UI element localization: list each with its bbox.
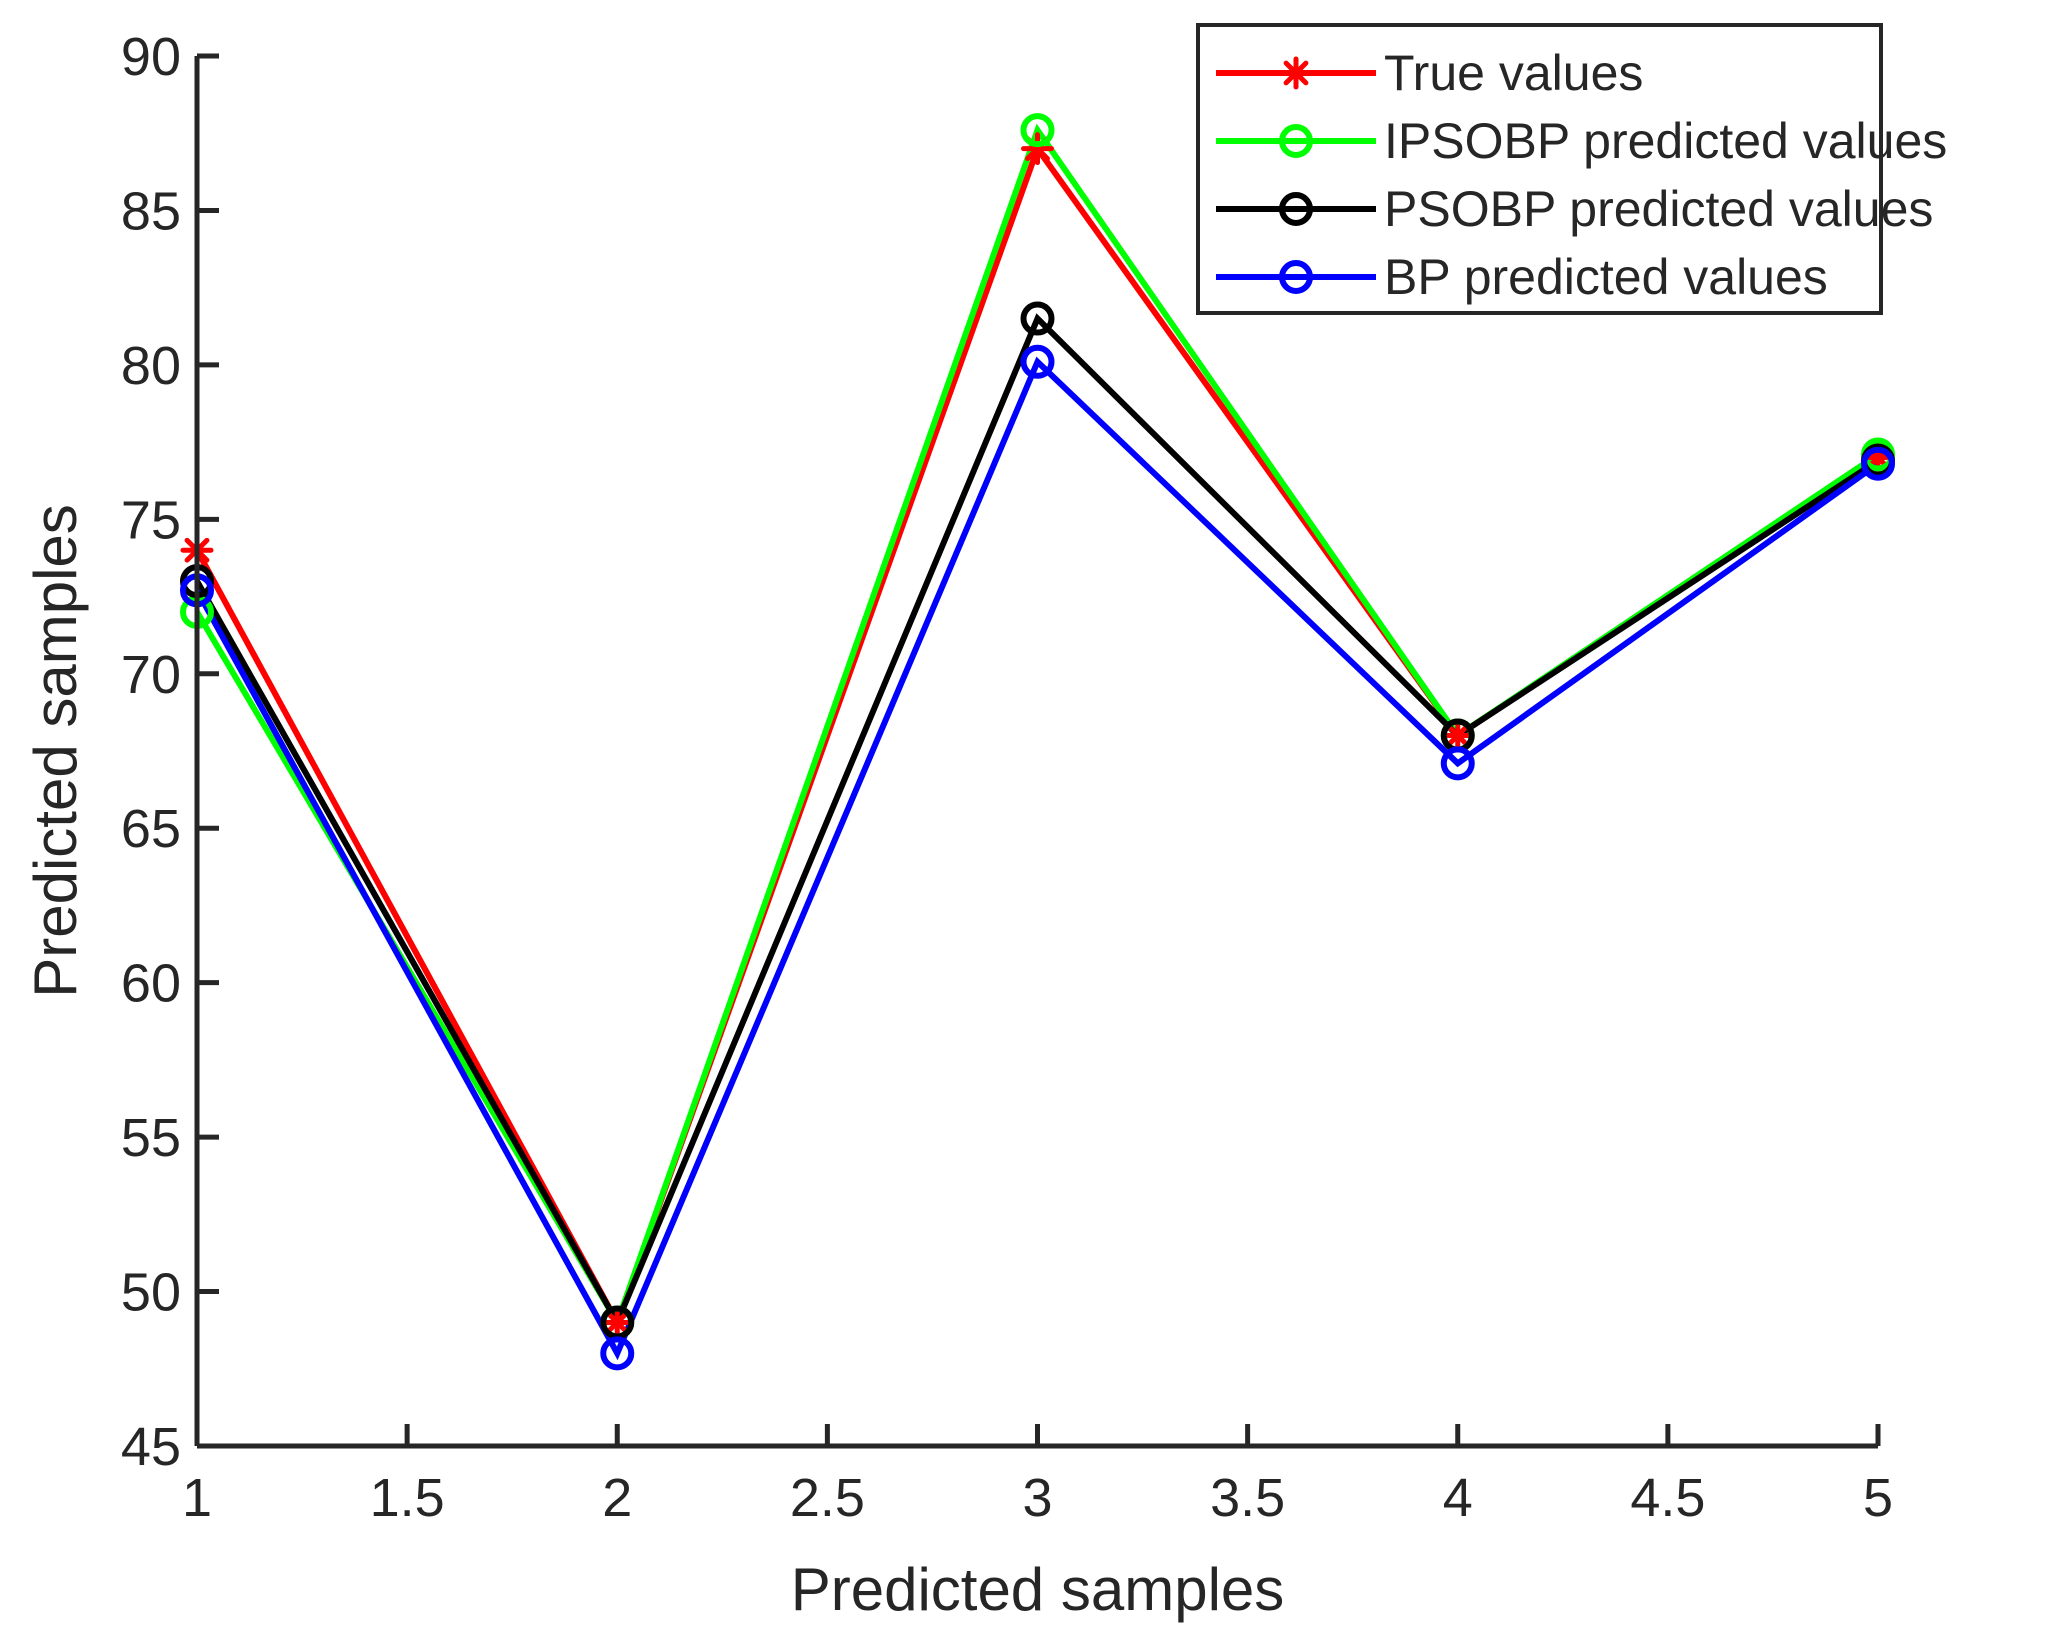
y-tick-label: 80 bbox=[121, 336, 181, 396]
y-tick-label: 50 bbox=[121, 1263, 181, 1323]
x-axis-title: Predicted samples bbox=[791, 1556, 1285, 1623]
legend-label: IPSOBP predicted values bbox=[1384, 113, 1947, 169]
y-tick-label: 55 bbox=[121, 1108, 181, 1168]
x-tick-label: 2 bbox=[602, 1468, 632, 1528]
data-point bbox=[1440, 746, 1475, 781]
y-tick-label: 60 bbox=[121, 954, 181, 1014]
data-point bbox=[1020, 344, 1055, 379]
y-tick-label: 90 bbox=[121, 27, 181, 87]
x-tick-label: 4.5 bbox=[1630, 1468, 1705, 1528]
x-tick-label: 1.5 bbox=[370, 1468, 445, 1528]
legend-marker bbox=[1279, 260, 1313, 294]
x-tick-label: 1 bbox=[182, 1468, 212, 1528]
legend-marker bbox=[1279, 124, 1313, 158]
legend-label: True values bbox=[1384, 45, 1643, 101]
x-tick-label: 3.5 bbox=[1210, 1468, 1285, 1528]
y-tick-label: 65 bbox=[121, 799, 181, 859]
data-point bbox=[1020, 113, 1055, 148]
legend-label: BP predicted values bbox=[1384, 249, 1828, 305]
series-line bbox=[194, 356, 1880, 1361]
y-tick-label: 75 bbox=[121, 490, 181, 550]
y-axis-title: Predicted samples bbox=[22, 504, 89, 998]
x-tick-label: 4 bbox=[1443, 1468, 1473, 1528]
data-point bbox=[1861, 446, 1895, 481]
legend: True values IPSOBP predicted values PSOBP … bbox=[1196, 23, 1947, 315]
legend-marker bbox=[1279, 192, 1313, 226]
y-tick-label: 70 bbox=[121, 645, 181, 705]
series-line bbox=[194, 313, 1880, 1330]
y-tick-label: 45 bbox=[121, 1417, 181, 1477]
x-tick-label: 2.5 bbox=[790, 1468, 865, 1528]
data-point bbox=[1441, 719, 1475, 753]
data-point bbox=[600, 1336, 635, 1371]
x-tick-label: 5 bbox=[1863, 1468, 1893, 1528]
ticks: 1 1.5 2 2.5 3 3.5 4 4.5 5 45 50 55 60 65 70 75 80 85 90 bbox=[121, 27, 1893, 1528]
series-layer bbox=[180, 113, 1895, 1371]
data-point bbox=[1020, 301, 1055, 336]
y-tick-label: 85 bbox=[121, 181, 181, 241]
legend-marker bbox=[1279, 56, 1313, 90]
x-tick-label: 3 bbox=[1022, 1468, 1052, 1528]
legend-label: PSOBP predicted values bbox=[1384, 181, 1933, 237]
data-point bbox=[600, 1305, 634, 1339]
